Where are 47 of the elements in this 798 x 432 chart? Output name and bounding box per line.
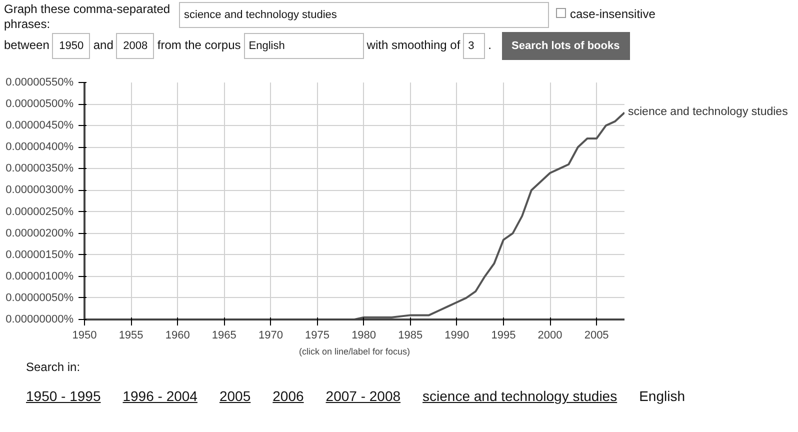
text: 1950 - 1995 — [26, 388, 101, 404]
text: science and technology studies — [179, 2, 549, 28]
y-tick-label: 0.00000550% — [6, 76, 74, 88]
text: English — [639, 388, 686, 404]
x-tick-label: 2000 — [538, 330, 562, 342]
text: from the corpus — [157, 38, 241, 52]
x-tick-label: 1990 — [444, 330, 470, 342]
y-tick-label: 0.00000400% — [6, 141, 74, 154]
x-tick-label: 1985 — [398, 330, 423, 342]
y-tick-label: 0.00000000% — [6, 314, 74, 326]
text: science and technology studies — [422, 388, 618, 404]
text: 1950 — [52, 33, 90, 59]
text: case-insensitive — [570, 7, 656, 21]
text: 1996 - 2004 — [122, 388, 198, 404]
y-tick-label: 0.00000250% — [6, 206, 74, 218]
y-tick-label: 0.00000450% — [6, 120, 74, 132]
x-tick-label: 1970 — [258, 330, 283, 342]
x-tick-label: 1950 — [72, 330, 97, 342]
text: and — [93, 38, 114, 52]
text: Graph these comma-separated phrases: — [4, 2, 172, 32]
series-label: science and technology studies — [628, 105, 788, 120]
x-tick-label: 1960 — [165, 330, 190, 342]
text: Search lots of books — [502, 32, 630, 60]
text: 2007 - 2008 — [326, 388, 401, 404]
y-tick-label: 0.00000500% — [6, 98, 74, 110]
x-tick-label: 1995 — [491, 330, 516, 342]
y-tick-label: 0.00000200% — [6, 227, 74, 240]
x-tick-label: 1955 — [118, 330, 144, 342]
text: 2005 — [219, 388, 251, 404]
text: between — [4, 38, 50, 52]
y-tick-label: 0.00000050% — [6, 292, 74, 304]
y-tick-label: 0.00000350% — [6, 162, 74, 175]
y-tick-label: 0.00000300% — [6, 184, 74, 196]
y-tick-label: 0.00000100% — [6, 270, 74, 282]
text: 2008 — [116, 33, 154, 59]
text: 3 — [463, 33, 486, 59]
x-tick-label: 1965 — [212, 330, 236, 342]
text: with smoothing of — [366, 38, 460, 52]
text: 2006 — [272, 388, 304, 404]
text: English — [244, 33, 364, 59]
x-tick-label: 2005 — [584, 330, 609, 342]
x-axis-title: (click on line/label for focus) — [298, 346, 410, 356]
text: Search in: — [26, 359, 82, 376]
x-tick-label: 1975 — [305, 330, 330, 342]
x-tick-label: 1980 — [352, 330, 376, 342]
y-tick-label: 0.00000150% — [6, 248, 74, 261]
text: . — [488, 38, 492, 52]
